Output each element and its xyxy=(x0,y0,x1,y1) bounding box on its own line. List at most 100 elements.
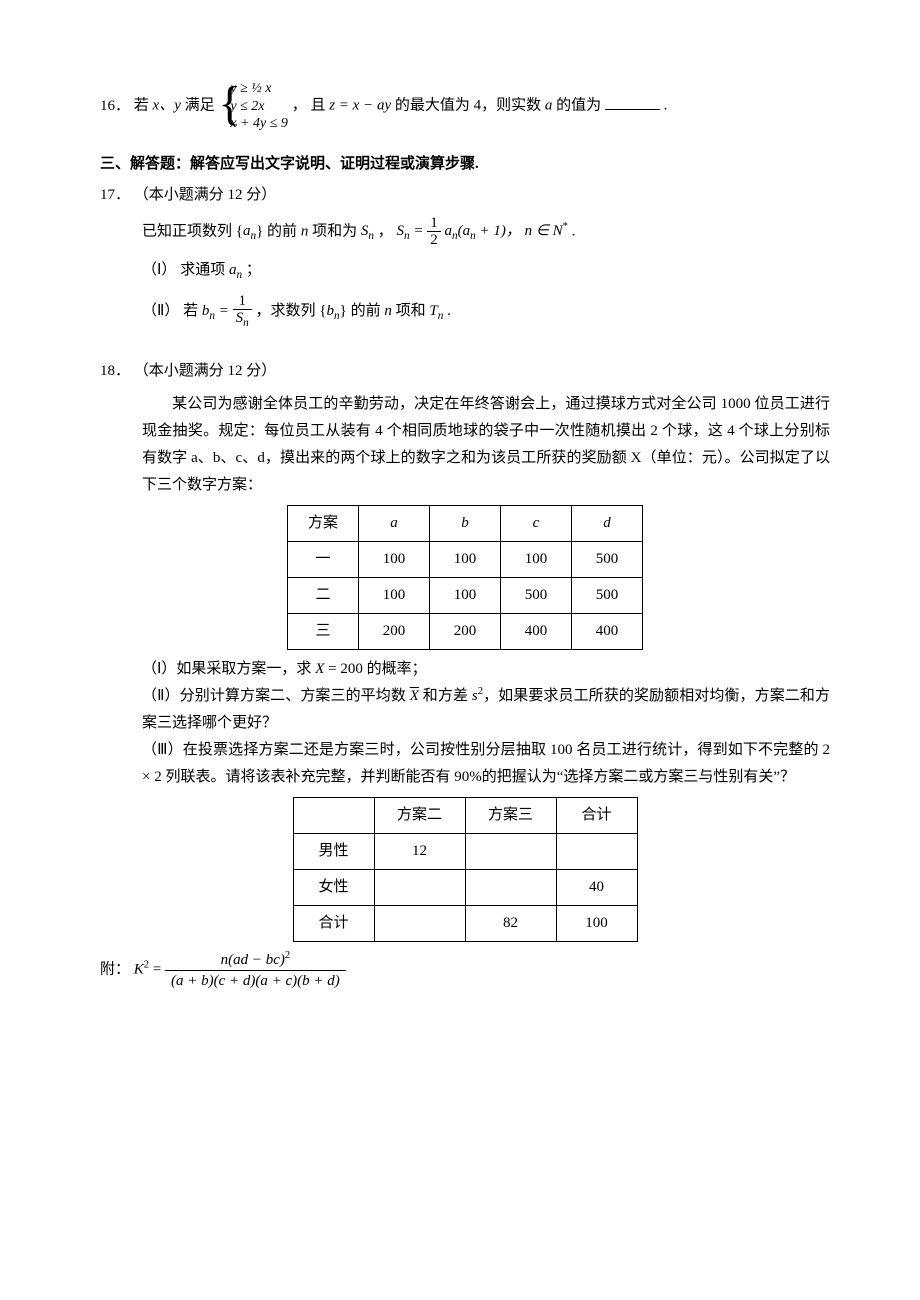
q16-after: ， 且 xyxy=(292,98,330,114)
t1-h1: a xyxy=(359,505,430,541)
table-row: 合计 82100 xyxy=(293,905,637,941)
q18-para1: 某公司为感谢全体员工的辛勤劳动，决定在年终答谢会上，通过摸球方式对全公司 100… xyxy=(100,391,830,499)
q17-nset: n ∈ N* xyxy=(525,223,568,239)
q16-tail: 的最大值为 4，则实数 xyxy=(395,98,545,114)
q17-n2: n xyxy=(384,303,395,319)
q17-p2-label: （Ⅱ） xyxy=(142,303,179,319)
cell xyxy=(556,833,637,869)
table-row: 二100100500500 xyxy=(288,577,643,613)
k2-formula-fraction: n(ad − bc)2 (a + b)(c + d)(a + c)(b + d) xyxy=(165,948,346,992)
cell: 100 xyxy=(359,541,430,577)
cell: 100 xyxy=(501,541,572,577)
q17-p2c: 的前 xyxy=(351,303,385,319)
q17-body-line1: 已知正项数列 {an} 的前 n 项和为 Sn ， Sn = 1 2 an(an… xyxy=(100,215,830,249)
table-row: 三200200400400 xyxy=(288,613,643,649)
table-row: 一100100100500 xyxy=(288,541,643,577)
cell: 100 xyxy=(430,577,501,613)
cell: 400 xyxy=(501,613,572,649)
section-3-header: 三、解答题：解答应写出文字说明、证明过程或演算步骤. xyxy=(100,151,830,178)
q16-tail2: 的值为 xyxy=(556,98,601,114)
q17-p1-label: （Ⅰ） xyxy=(142,262,176,278)
q17-number: 17． xyxy=(100,182,130,209)
q17-period2: . xyxy=(447,303,451,319)
appendix-label: 附： xyxy=(100,961,130,977)
q18-scheme-table: 方案 a b c d 一100100100500 二100100500500 三… xyxy=(287,505,643,650)
q17-an: an xyxy=(229,262,242,278)
q17-period: . xyxy=(572,223,576,239)
table-row: 方案 a b c d xyxy=(288,505,643,541)
table-row: 女性40 xyxy=(293,869,637,905)
q16-system: { y ≥ ½ x y ≤ 2x x + 4y ≤ 9 xyxy=(218,80,288,133)
q17-n: n xyxy=(301,223,312,239)
fill-in-blank xyxy=(605,109,660,110)
t2-h1: 方案二 xyxy=(374,797,465,833)
cell xyxy=(374,869,465,905)
cell: 82 xyxy=(465,905,556,941)
q17-l1b: 的前 xyxy=(267,223,301,239)
q17-seq: {an} xyxy=(236,223,267,239)
table-row: 方案二 方案三 合计 xyxy=(293,797,637,833)
question-18: 18． （本小题满分 12 分） xyxy=(100,358,830,385)
q17-bn-fraction: 1 Sn xyxy=(233,293,252,330)
bn-frac-num: 1 xyxy=(233,293,252,311)
q17-part1: （Ⅰ） 求通项 an ； xyxy=(100,257,830,285)
q17-Sn-eq: Sn = xyxy=(396,223,427,239)
cell: 女性 xyxy=(293,869,374,905)
q18-p1-text: 某公司为感谢全体员工的辛勤劳动，决定在年终答谢会上，通过摸球方式对全公司 100… xyxy=(142,396,830,493)
q17-l1a: 已知正项数列 xyxy=(142,223,236,239)
q17-bns: {bn} xyxy=(319,303,350,319)
q18-p2: （Ⅱ）分别计算方案二、方案三的平均数 X 和方差 s2，如果要求员工所获的奖励额… xyxy=(142,688,830,731)
q16-vars: x、y xyxy=(153,98,185,114)
t2-h0 xyxy=(293,797,374,833)
cell: 400 xyxy=(572,613,643,649)
q17-Sn: Sn xyxy=(361,223,378,239)
q17-part2: （Ⅱ） 若 bn = 1 Sn ，求数列 {bn} 的前 n 项和 Tn . xyxy=(100,293,830,330)
q18-part1: （Ⅰ）如果采取方案一，求 X = 200 的概率； xyxy=(100,656,830,683)
question-17: 17． （本小题满分 12 分） xyxy=(100,182,830,209)
q17-rest: an(an + 1)， xyxy=(444,223,520,239)
cell xyxy=(465,833,556,869)
q17-Tn: Tn xyxy=(429,303,443,319)
q16-number: 16． xyxy=(100,93,130,120)
eq-sign: = xyxy=(153,961,165,977)
K2-symbol: K xyxy=(134,961,144,977)
q17-l1c: 项和为 xyxy=(312,223,361,239)
cell: 100 xyxy=(430,541,501,577)
cell xyxy=(465,869,556,905)
cell: 500 xyxy=(572,577,643,613)
question-16: 16． 若 x、y 满足 { y ≥ ½ x y ≤ 2x x + 4y ≤ 9… xyxy=(100,80,830,133)
t1-h3: c xyxy=(501,505,572,541)
cell: 合计 xyxy=(293,905,374,941)
q16-satisfy: 满足 xyxy=(185,98,215,114)
q17-p2d: 项和 xyxy=(396,303,430,319)
q16-prefix: 若 xyxy=(134,98,153,114)
q17-p2a: 若 xyxy=(183,303,202,319)
q17-points: （本小题满分 12 分） xyxy=(134,187,277,203)
cell: 500 xyxy=(572,541,643,577)
q16-zexpr: z = x − ay xyxy=(329,98,395,114)
cell: 500 xyxy=(501,577,572,613)
cell: 一 xyxy=(288,541,359,577)
q18-part2: （Ⅱ）分别计算方案二、方案三的平均数 X 和方差 s2，如果要求员工所获的奖励额… xyxy=(100,683,830,737)
frac-num: 1 xyxy=(427,215,441,233)
q18-number: 18． xyxy=(100,358,130,385)
k2-num: n(ad − bc)2 xyxy=(165,948,346,972)
t1-h4: d xyxy=(572,505,643,541)
cell: 200 xyxy=(430,613,501,649)
left-brace-icon: { xyxy=(218,80,241,133)
q18-p1: （Ⅰ）如果采取方案一，求 X = 200 的概率； xyxy=(142,661,427,677)
cell: 二 xyxy=(288,577,359,613)
q17-comma: ， xyxy=(378,223,397,239)
cell: 男性 xyxy=(293,833,374,869)
cell: 100 xyxy=(556,905,637,941)
t2-h2: 方案三 xyxy=(465,797,556,833)
cell xyxy=(374,905,465,941)
table-row: 男性12 xyxy=(293,833,637,869)
q18-contingency-table: 方案二 方案三 合计 男性12 女性40 合计 82100 xyxy=(293,797,638,942)
cell: 12 xyxy=(374,833,465,869)
bn-frac-den: Sn xyxy=(233,310,252,329)
q18-points: （本小题满分 12 分） xyxy=(134,363,277,379)
t1-h0: 方案 xyxy=(288,505,359,541)
cell: 200 xyxy=(359,613,430,649)
q18-part3: （Ⅲ）在投票选择方案二还是方案三时，公司按性别分层抽取 100 名员工进行统计，… xyxy=(100,737,830,791)
